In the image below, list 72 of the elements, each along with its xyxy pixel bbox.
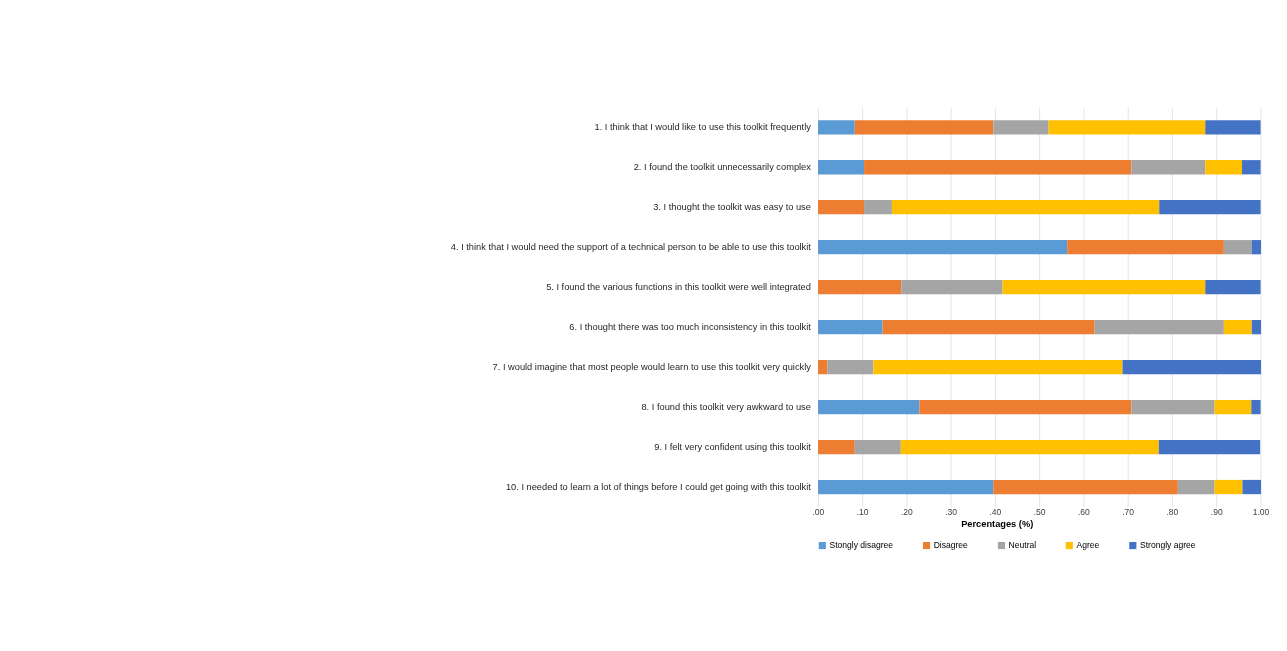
x-tick-label: .50 [1033,507,1046,518]
bar [1205,160,1242,175]
bar [818,120,855,135]
bar [864,200,892,215]
x-tick-label: .10 [856,507,869,518]
bar [1251,240,1262,255]
y-tick-label: 1. I think that I would like to use this toolkit frequently [594,122,812,133]
bar [873,359,1123,375]
y-tick-label: 5. I found the various functions in this toolkit were well integrated [546,282,811,293]
x-tick-label: .70 [1122,507,1135,518]
bar [891,200,1160,215]
y-tick-label: 8. I found this toolkit very awkward to use [641,401,811,412]
legend-label: Neutral [1008,540,1037,551]
bar [1251,320,1262,335]
bar [864,160,1132,175]
bar [1094,320,1224,335]
bar [854,439,901,455]
bar [1205,280,1261,295]
x-tick-label: .80 [1166,507,1179,518]
bar [818,479,994,495]
bar [818,439,855,455]
legend-label: Stongly disagree [829,540,894,551]
x-tick-label: 1.00 [1252,507,1270,518]
bar [1067,240,1224,255]
bar [818,200,865,215]
bar [1131,160,1206,175]
y-tick-label: 4. I think that I would need the support of a technical person to be able to use this toolkit [450,242,812,253]
y-tick-label: 9. I felt very confident using this toolkit [654,441,812,452]
x-tick-label: .90 [1210,507,1223,518]
x-tick-label: .40 [989,507,1002,518]
bar [1159,200,1261,215]
bar [1122,359,1262,375]
bar [1205,120,1261,135]
y-tick-label: 7. I would imagine that most people would learn to use this toolkit very quickly [492,361,812,372]
x-tick-label: .20 [900,507,914,518]
legend-label: Strongly agree [1139,540,1196,551]
bar [827,359,874,375]
bar [901,280,1003,295]
bar [900,439,1159,455]
bar [1214,399,1252,415]
bar [1048,120,1206,135]
bar [1251,399,1261,415]
bar [919,399,1132,415]
bar [1177,479,1215,495]
bar [818,240,1068,255]
x-tick-label: .30 [945,507,958,518]
bar [818,320,883,335]
y-tick-label: 6. I thought there was too much inconsistency in this toolkit [569,322,812,332]
bar [854,120,994,135]
bar [1223,320,1252,335]
bar [993,479,1178,495]
x-tick-label: .00 [812,507,825,518]
bar [1131,399,1215,415]
bar [818,399,920,415]
bar [1214,479,1243,495]
x-tick-label: .60 [1077,507,1091,518]
bar [818,280,902,295]
y-tick-label: 2. I found the toolkit unnecessarily complex [633,162,812,173]
bar [818,359,828,375]
bar [882,320,1095,335]
bar [1002,280,1206,295]
bar [818,160,865,175]
x-axis-title: Percentages (%) [961,518,1034,529]
legend-label: Agree [1076,540,1100,551]
bar [1158,439,1261,455]
bar [1242,160,1261,175]
legend-label: Disagree [933,540,969,551]
y-tick-label: 10. I needed to learn a lot of things before I could get going with this toolkit [505,481,812,492]
bar [1223,240,1252,255]
bar [1242,479,1262,495]
bar [993,120,1049,135]
y-tick-label: 3. I thought the toolkit was easy to use [653,202,811,213]
